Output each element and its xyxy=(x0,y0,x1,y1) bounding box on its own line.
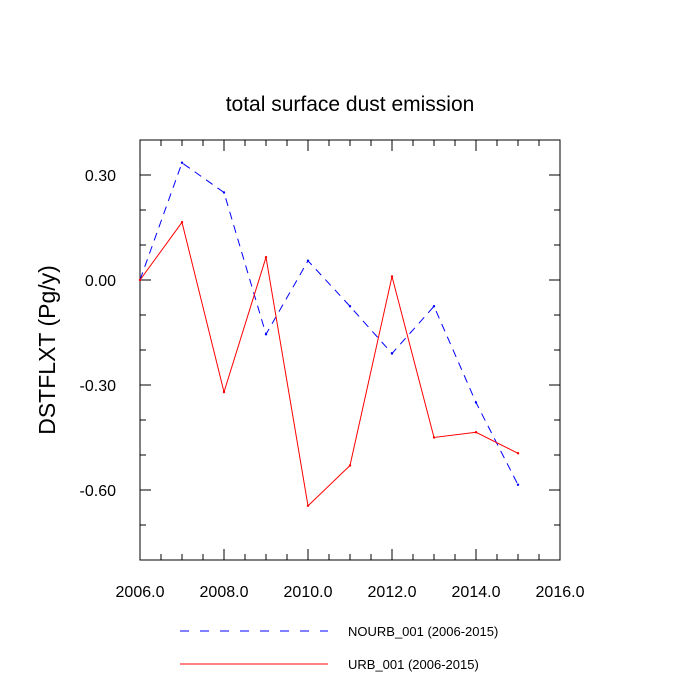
data-point xyxy=(390,275,394,278)
chart-title: total surface dust emission xyxy=(226,93,475,116)
x-tick-label: 2008.0 xyxy=(200,584,249,601)
x-tick-label: 2014.0 xyxy=(452,584,501,601)
data-point xyxy=(516,483,520,486)
x-tick-label: 2012.0 xyxy=(368,584,417,601)
x-tick-label: 2010.0 xyxy=(284,584,333,601)
legend: NOURB_001 (2006-2015) URB_001 (2006-2015) xyxy=(180,624,498,672)
x-tick-label: 2006.0 xyxy=(116,584,165,601)
data-point xyxy=(180,161,184,164)
data-point xyxy=(264,256,268,259)
data-point xyxy=(390,352,394,355)
series-line xyxy=(139,162,519,486)
data-point xyxy=(474,431,478,434)
data-point xyxy=(474,401,478,404)
data-point xyxy=(516,452,520,455)
data-point xyxy=(222,191,226,194)
y-tick-label: 0.00 xyxy=(85,273,116,290)
data-point xyxy=(222,390,226,394)
data-point xyxy=(138,278,142,282)
y-axis-label: DSTFLXT (Pg/y) xyxy=(34,265,60,435)
data-point xyxy=(306,259,310,262)
axis-ticks xyxy=(139,139,561,561)
plot-frame xyxy=(139,139,561,561)
data-point xyxy=(348,464,352,467)
data-point xyxy=(432,305,436,308)
legend-label: NOURB_001 (2006-2015) xyxy=(348,624,498,639)
series-lines xyxy=(138,161,520,507)
data-point xyxy=(180,221,184,224)
y-tick-label: 0.30 xyxy=(85,168,116,185)
x-tick-label: 2016.0 xyxy=(536,584,585,601)
axis-tick-labels: 2006.0 2008.0 2010.0 2012.0 2014.0 2016.0 0.30… xyxy=(80,168,585,601)
data-point xyxy=(432,436,436,439)
data-point xyxy=(264,333,268,336)
y-tick-label: -0.30 xyxy=(80,378,117,395)
legend-label: URB_001 (2006-2015) xyxy=(348,657,479,672)
data-point xyxy=(306,504,310,507)
data-point xyxy=(348,305,352,308)
y-tick-label: -0.60 xyxy=(80,483,117,500)
series-line xyxy=(139,221,519,507)
